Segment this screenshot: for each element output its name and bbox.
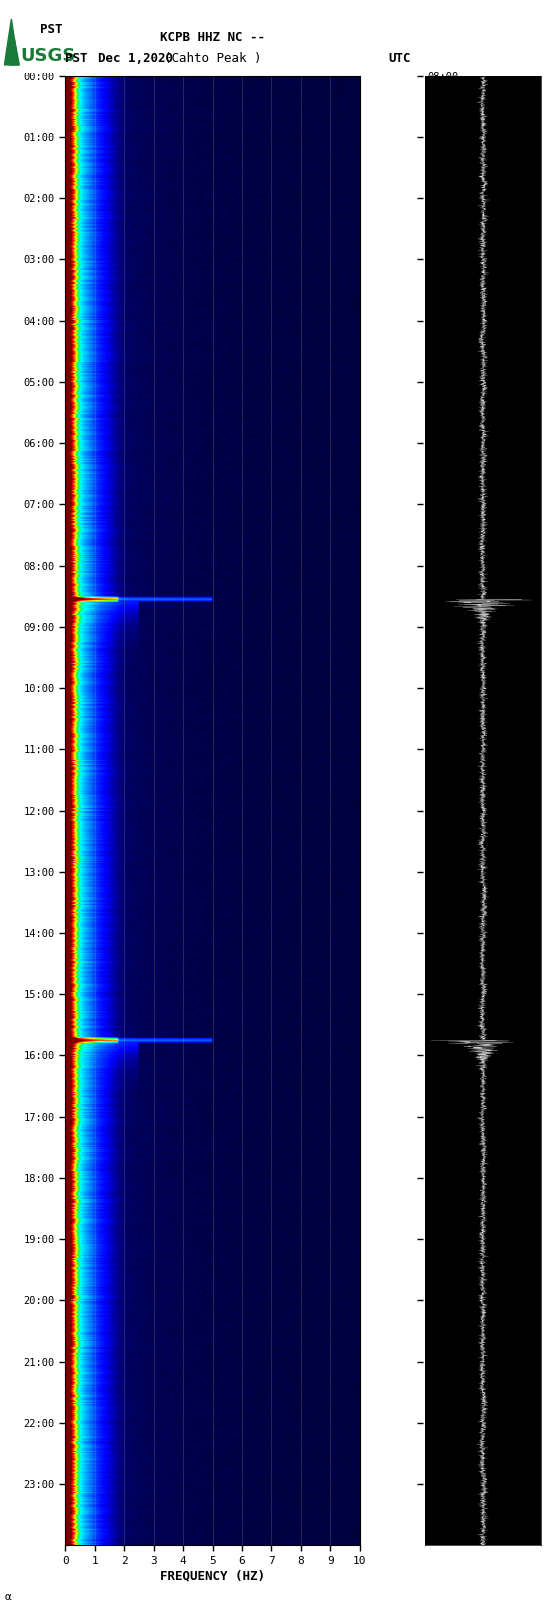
Text: α: α <box>4 1592 11 1602</box>
X-axis label: FREQUENCY (HZ): FREQUENCY (HZ) <box>160 1569 265 1582</box>
Text: PST: PST <box>40 23 62 37</box>
Polygon shape <box>9 39 19 65</box>
Text: Dec 1,2020: Dec 1,2020 <box>98 52 173 65</box>
Text: KCPB HHZ NC --: KCPB HHZ NC -- <box>160 31 265 44</box>
Polygon shape <box>4 19 18 65</box>
Text: UTC: UTC <box>389 52 411 65</box>
Text: PST: PST <box>65 52 88 65</box>
Text: USGS: USGS <box>21 47 76 65</box>
Text: (Cahto Peak ): (Cahto Peak ) <box>164 52 261 65</box>
